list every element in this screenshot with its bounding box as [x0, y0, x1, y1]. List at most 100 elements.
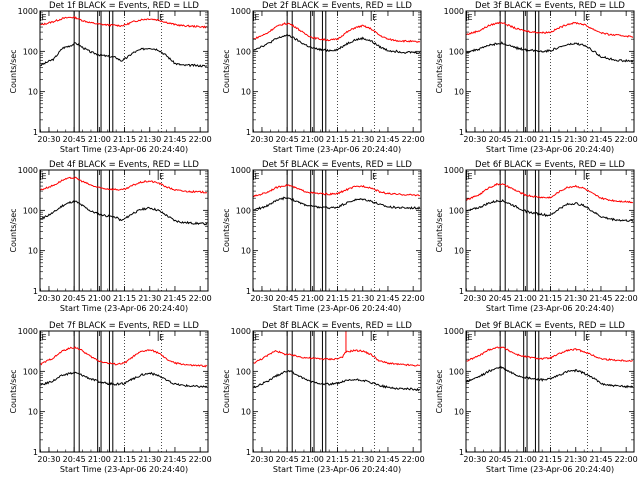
- plot-frame: [252, 169, 422, 292]
- x-tick-label: 21:00: [514, 135, 537, 144]
- x-tick-label: 21:45: [589, 455, 612, 464]
- lld-series-line: [466, 21, 634, 38]
- x-tick-label: 21:45: [376, 455, 399, 464]
- x-axis-label: Start Time (23-Apr-06 20:24:40): [60, 304, 188, 313]
- plot-frame: [465, 169, 635, 292]
- events-series-line: [40, 200, 208, 226]
- x-tick-label: 21:30: [138, 135, 161, 144]
- x-tick-label: 21:30: [564, 294, 587, 303]
- x-tick-label: 21:00: [514, 455, 537, 464]
- x-tick-label: 22:00: [189, 294, 212, 303]
- marker-label: E: [159, 333, 164, 342]
- y-tick-label: 1: [459, 448, 464, 457]
- marker-label: E: [372, 333, 377, 342]
- x-axis-label: Start Time (23-Apr-06 20:24:40): [273, 304, 401, 313]
- y-tick-label: 100: [449, 47, 464, 56]
- x-tick-label: 21:15: [113, 135, 136, 144]
- y-tick-label: 10: [454, 408, 464, 417]
- x-tick-label: 21:45: [163, 294, 186, 303]
- x-tick-label: 20:45: [489, 455, 512, 464]
- x-tick-label: 20:30: [250, 135, 273, 144]
- y-tick-label: 1: [459, 128, 464, 137]
- events-series-line: [466, 365, 634, 389]
- x-tick-label: 21:15: [113, 455, 136, 464]
- x-tick-label: 20:30: [37, 135, 60, 144]
- y-tick-label: 10: [241, 408, 251, 417]
- y-axis-label: Counts/sec: [435, 369, 444, 413]
- lld-series-line: [466, 182, 634, 204]
- panel-title: Det 8f BLACK = Events, RED = LLD: [262, 321, 412, 331]
- x-tick-label: 21:45: [163, 455, 186, 464]
- x-axis-label: Start Time (23-Apr-06 20:24:40): [60, 145, 188, 154]
- x-tick-label: 21:30: [564, 455, 587, 464]
- plot-frame: [39, 330, 209, 453]
- x-tick-label: 22:00: [402, 294, 425, 303]
- x-tick-label: 21:15: [539, 135, 562, 144]
- plot-frame: [252, 330, 422, 453]
- plot-frame: [39, 169, 209, 292]
- x-tick-label: 20:45: [63, 455, 86, 464]
- y-tick-label: 1000: [444, 166, 464, 175]
- x-tick-label: 20:30: [463, 294, 486, 303]
- y-tick-label: 100: [236, 367, 251, 376]
- panel-title: Det 5f BLACK = Events, RED = LLD: [262, 160, 412, 170]
- plot-frame: [39, 10, 209, 133]
- events-series-line: [40, 371, 208, 388]
- y-tick-label: 10: [241, 88, 251, 97]
- x-axis-label: Start Time (23-Apr-06 20:24:40): [486, 145, 614, 154]
- marker-label: E: [255, 172, 260, 181]
- x-tick-label: 21:30: [138, 294, 161, 303]
- marker-label: E: [585, 172, 590, 181]
- y-axis-label: Counts/sec: [222, 369, 231, 413]
- y-tick-label: 1000: [231, 7, 251, 16]
- plot-frame: [252, 10, 422, 133]
- x-tick-label: 20:30: [250, 455, 273, 464]
- marker-label: E: [468, 333, 473, 342]
- marker-label: E: [42, 13, 47, 22]
- y-axis-label: Counts/sec: [435, 208, 444, 252]
- marker-label: E: [372, 13, 377, 22]
- y-tick-label: 1000: [231, 327, 251, 336]
- panel-title: Det 6f BLACK = Events, RED = LLD: [475, 160, 625, 170]
- x-tick-label: 20:45: [63, 135, 86, 144]
- plot-frame: [465, 10, 635, 133]
- x-tick-label: 20:30: [37, 455, 60, 464]
- marker-label: E: [159, 172, 164, 181]
- x-tick-label: 20:30: [37, 294, 60, 303]
- y-axis-label: Counts/sec: [9, 49, 18, 93]
- y-tick-label: 1000: [231, 166, 251, 175]
- x-axis-label: Start Time (23-Apr-06 20:24:40): [273, 145, 401, 154]
- marker-label: E: [42, 333, 47, 342]
- x-tick-label: 20:45: [63, 294, 86, 303]
- x-tick-label: 22:00: [615, 294, 638, 303]
- y-tick-label: 100: [449, 367, 464, 376]
- marker-label: E: [585, 13, 590, 22]
- panel-title: Det 3f BLACK = Events, RED = LLD: [475, 1, 625, 11]
- x-tick-label: 21:30: [564, 135, 587, 144]
- x-tick-label: 21:45: [376, 135, 399, 144]
- x-tick-label: 21:30: [351, 294, 374, 303]
- y-tick-label: 1: [33, 287, 38, 296]
- events-series-line: [466, 41, 634, 63]
- x-tick-label: 21:00: [88, 135, 111, 144]
- x-tick-label: 21:15: [539, 455, 562, 464]
- y-tick-label: 100: [23, 206, 38, 215]
- marker-label: E: [159, 13, 164, 22]
- panel-title: Det 1f BLACK = Events, RED = LLD: [49, 1, 199, 11]
- events-series-line: [40, 42, 208, 68]
- x-tick-label: 21:00: [301, 294, 324, 303]
- events-series-line: [253, 33, 421, 55]
- y-tick-label: 100: [449, 206, 464, 215]
- panel-title: Det 9f BLACK = Events, RED = LLD: [475, 321, 625, 331]
- y-tick-label: 100: [23, 367, 38, 376]
- y-tick-label: 100: [236, 206, 251, 215]
- y-tick-label: 10: [454, 247, 464, 256]
- y-tick-label: 1000: [444, 327, 464, 336]
- x-tick-label: 22:00: [402, 455, 425, 464]
